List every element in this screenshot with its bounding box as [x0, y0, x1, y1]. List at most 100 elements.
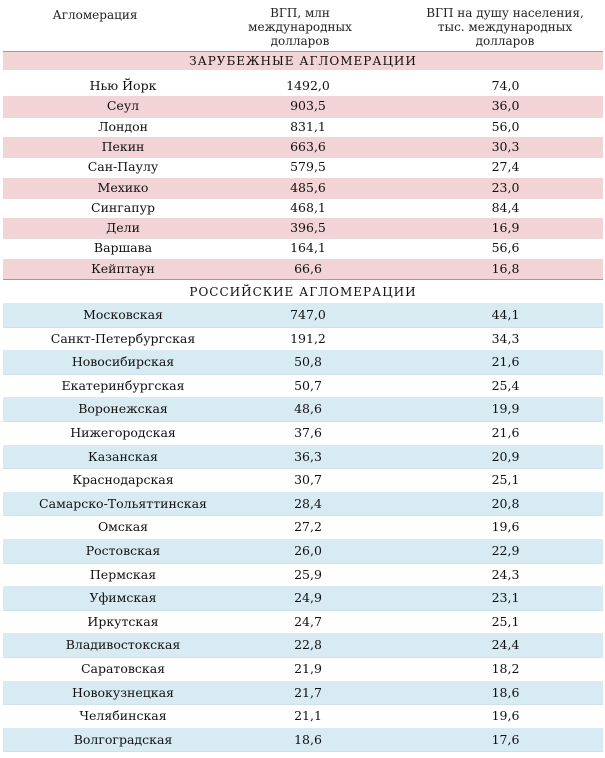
cell-gdp: 28,4 [294, 495, 322, 511]
cell-agglomeration: Самарско-Тольяттинская [39, 495, 207, 511]
section-divider [3, 279, 603, 280]
section-russian-title: РОССИЙСКИЕ АГЛОМЕРАЦИИ [189, 285, 417, 299]
cell-gdp-per-capita: 21,6 [491, 425, 520, 440]
cell-gdp: 831,1 [290, 118, 326, 134]
row-divider [3, 157, 603, 159]
table-row: Санкт-Петербургская 191,2 34,3 [3, 327, 603, 351]
cell-gdp: 66,6 [294, 260, 322, 276]
table-row: Сингапур 468,1 84,4 [3, 198, 603, 218]
cell-gdp-per-capita: 24,3 [491, 566, 520, 582]
header-divider [3, 51, 603, 52]
cell-gdp: 468,1 [290, 199, 326, 215]
header-gdp: ВГП, млн международных долларов [248, 6, 352, 48]
row-divider [3, 704, 603, 706]
cell-agglomeration: Московская [83, 307, 163, 322]
cell-gdp-per-capita: 23,0 [491, 179, 520, 195]
cell-gdp: 26,0 [294, 543, 322, 558]
row-divider [3, 421, 603, 422]
table-row: Омская 27,2 19,6 [3, 515, 603, 539]
cell-gdp: 50,8 [294, 354, 322, 370]
cell-agglomeration: Санкт-Петербургская [50, 330, 196, 346]
cell-agglomeration: Новосибирская [71, 354, 175, 370]
cell-gdp: 191,2 [290, 330, 326, 346]
cell-gdp: 21,7 [294, 684, 322, 700]
cell-gdp-per-capita: 22,9 [491, 543, 520, 558]
cell-gdp: 36,3 [294, 448, 322, 464]
table-row: Саратовская 21,9 18,2 [3, 657, 603, 681]
cell-agglomeration: Сан-Паулу [87, 159, 159, 175]
cell-gdp-per-capita: 84,4 [491, 199, 520, 215]
cell-gdp-per-capita: 34,3 [491, 330, 520, 346]
cell-gdp-per-capita: 19,6 [491, 519, 520, 535]
cell-gdp: 396,5 [290, 220, 326, 236]
cell-gdp: 903,5 [290, 98, 326, 114]
cell-gdp: 164,1 [290, 240, 326, 256]
cell-gdp-per-capita: 20,9 [491, 448, 520, 464]
cell-gdp-per-capita: 27,4 [491, 159, 520, 175]
cell-gdp-per-capita: 19,9 [491, 401, 520, 417]
cell-gdp-per-capita: 17,6 [491, 731, 520, 747]
cell-agglomeration: Саратовская [80, 661, 166, 676]
cell-gdp: 24,7 [294, 613, 322, 629]
table-row: Дели 396,5 16,9 [3, 218, 603, 239]
section-foreign-title: ЗАРУБЕЖНЫЕ АГЛОМЕРАЦИИ [3, 52, 603, 70]
cell-agglomeration: Воронежская [78, 401, 168, 417]
cell-gdp-per-capita: 16,9 [491, 220, 520, 236]
table-row: Казанская 36,3 20,9 [3, 444, 603, 469]
cell-gdp-per-capita: 25,4 [491, 377, 520, 393]
cell-gdp: 579,5 [290, 159, 326, 175]
cell-agglomeration: Кейптаун [91, 260, 155, 276]
row-divider [3, 238, 603, 240]
row-divider [3, 197, 603, 199]
cell-gdp-per-capita: 20,8 [491, 495, 520, 511]
cell-gdp-per-capita: 16,8 [491, 260, 520, 276]
cell-gdp: 663,6 [290, 138, 326, 154]
cell-agglomeration: Лондон [98, 118, 148, 134]
cell-gdp-per-capita: 23,1 [491, 590, 520, 606]
cell-agglomeration: Казанская [88, 448, 158, 464]
cell-agglomeration: Владивостокская [65, 637, 181, 653]
cell-agglomeration: Варшава [93, 240, 153, 256]
cell-gdp-per-capita: 30,3 [491, 138, 520, 154]
cell-agglomeration: Пермская [89, 566, 157, 582]
cell-gdp-per-capita: 44,1 [491, 307, 520, 322]
cell-gdp: 24,9 [294, 590, 322, 606]
cell-gdp: 21,9 [294, 661, 322, 676]
row-divider [3, 373, 603, 375]
cell-agglomeration: Иркутская [87, 613, 159, 629]
cell-agglomeration: Дели [106, 220, 140, 236]
table-row: Владивостокская 22,8 24,4 [3, 633, 603, 657]
cell-gdp-per-capita: 19,6 [491, 708, 520, 724]
table-row: Пекин 663,6 30,3 [3, 136, 603, 158]
table-row: Екатеринбургская 50,7 25,4 [3, 374, 603, 398]
table-row: Сан-Паулу 579,5 27,4 [3, 157, 603, 177]
table-row: Лондон 831,1 56,0 [3, 117, 603, 137]
table-row: Новокузнецкая 21,7 18,6 [3, 680, 603, 705]
table-row: Волгоградская 18,6 17,6 [3, 727, 603, 752]
cell-agglomeration: Уфимская [89, 590, 157, 606]
cell-gdp-per-capita: 18,2 [491, 661, 520, 676]
cell-agglomeration: Екатеринбургская [61, 377, 185, 393]
cell-agglomeration: Ростовская [85, 543, 161, 558]
cell-agglomeration: Челябинская [79, 708, 167, 724]
cell-gdp: 22,8 [294, 637, 322, 653]
table-row: Кейптаун 66,6 16,8 [3, 258, 603, 279]
cell-gdp: 25,9 [294, 566, 322, 582]
cell-gdp-per-capita: 56,6 [491, 240, 520, 256]
table-row: Московская 747,0 44,1 [3, 303, 603, 327]
cell-agglomeration: Волгоградская [73, 731, 173, 747]
cell-gdp-per-capita: 74,0 [491, 78, 520, 93]
row-divider [3, 515, 603, 517]
cell-agglomeration: Сингапур [91, 199, 155, 215]
cell-gdp-per-capita: 56,0 [491, 118, 520, 134]
cell-gdp: 21,1 [294, 708, 322, 724]
cell-gdp-per-capita: 24,4 [491, 637, 520, 653]
cell-gdp: 485,6 [290, 179, 326, 195]
table-row: Самарско-Тольяттинская 28,4 20,8 [3, 491, 603, 516]
table-row: Варшава 164,1 56,6 [3, 238, 603, 258]
cell-gdp: 18,6 [294, 731, 322, 747]
cell-gdp-per-capita: 25,1 [491, 472, 520, 488]
cell-agglomeration: Краснодарская [72, 472, 174, 488]
cell-gdp-per-capita: 25,1 [491, 613, 520, 629]
table-row: Сеул 903,5 36,0 [3, 96, 603, 117]
